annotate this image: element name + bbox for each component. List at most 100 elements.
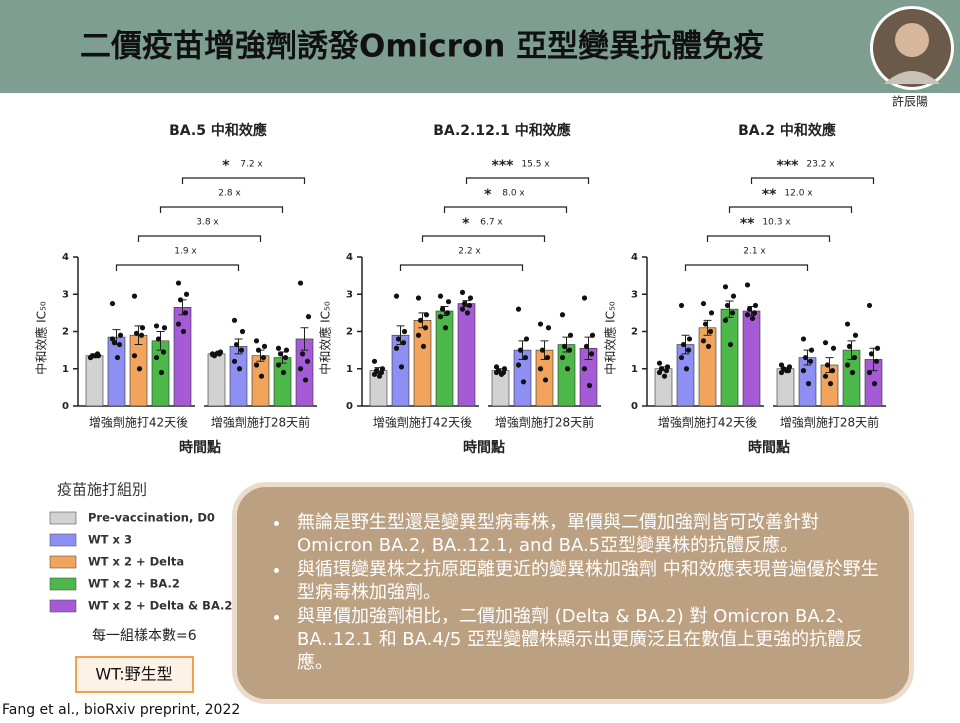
y-axis-label: 中和效應 IC₅₀: [318, 301, 333, 375]
data-point: [744, 282, 751, 288]
data-point: [275, 345, 282, 351]
y-tick-label: 0: [631, 401, 638, 412]
data-point: [542, 377, 549, 383]
data-point: [255, 347, 262, 353]
data-point: [871, 381, 878, 387]
data-point: [685, 347, 692, 353]
fold-change-label: 2.2 x: [458, 247, 481, 257]
data-point: [708, 310, 715, 316]
data-point: [444, 310, 451, 316]
chart-title: BA.5 中和效應: [169, 122, 267, 139]
data-point: [520, 379, 527, 385]
data-point: [138, 332, 145, 338]
fold-change-label: 3.8 x: [196, 218, 219, 228]
data-point: [537, 321, 544, 327]
data-point: [231, 358, 238, 364]
data-point: [844, 321, 851, 327]
data-point: [231, 317, 238, 323]
y-tick-label: 1: [631, 364, 638, 375]
data-point: [182, 310, 189, 316]
data-point: [700, 338, 707, 344]
data-point: [729, 310, 736, 316]
data-point: [846, 343, 853, 349]
data-point: [258, 373, 265, 379]
data-point: [183, 291, 190, 297]
significance-stars: **: [762, 187, 777, 203]
data-point: [420, 343, 427, 349]
error-bar: [725, 300, 734, 318]
significance-stars: *: [222, 158, 230, 174]
fold-change-label: 23.2 x: [806, 160, 835, 170]
x-axis-label: 時間點: [463, 439, 505, 456]
data-point: [415, 332, 422, 338]
speaker-face: [895, 23, 929, 57]
data-point: [442, 325, 449, 331]
y-tick-label: 3: [62, 289, 69, 300]
y-axis-label: 中和效應 IC₅₀: [603, 301, 618, 375]
legend-label: WT x 3: [88, 533, 132, 547]
data-point: [109, 336, 116, 342]
data-point: [544, 354, 551, 361]
x-axis-label: 時間點: [748, 439, 790, 456]
data-point: [498, 371, 505, 377]
data-point: [522, 354, 529, 361]
comparison-bracket: [421, 235, 546, 242]
data-point: [260, 354, 267, 361]
data-point: [238, 347, 245, 353]
data-point: [722, 317, 729, 323]
data-point: [844, 362, 851, 368]
fold-change-label: 10.3 x: [762, 218, 791, 228]
data-point: [464, 310, 471, 316]
data-point: [727, 341, 734, 348]
y-tick-label: 4: [631, 252, 638, 263]
data-point: [683, 366, 690, 372]
data-point: [466, 302, 473, 309]
data-point: [783, 368, 790, 374]
bar: [207, 353, 226, 407]
data-point: [749, 315, 756, 322]
y-tick-label: 3: [346, 289, 353, 300]
data-point: [280, 369, 287, 376]
data-point: [702, 321, 709, 327]
data-point: [724, 302, 731, 309]
legend-swatch: [49, 533, 77, 547]
slide-title: 二價疫苗增強劑誘發Omicron 亞型變異抗體免疫: [80, 29, 764, 65]
data-point: [824, 362, 831, 368]
comparison-bracket: [684, 264, 809, 271]
data-point: [873, 358, 880, 364]
data-point: [807, 358, 814, 364]
data-point: [680, 341, 687, 348]
comparison-bracket: [399, 264, 524, 271]
data-point: [160, 349, 167, 355]
data-point: [136, 366, 143, 372]
y-tick-label: 1: [62, 364, 69, 375]
note: 無論是野生型還是變異型病毒株，單價與二價加強劑皆可改善針對Omicron BA.…: [291, 511, 881, 557]
data-point: [730, 293, 737, 299]
y-tick-label: 3: [631, 289, 638, 300]
comparison-bracket: [728, 206, 853, 213]
data-point: [422, 325, 429, 331]
data-point: [661, 373, 668, 379]
significance-stars: **: [740, 216, 755, 232]
data-point: [153, 354, 160, 361]
legend-title: 疫苗施打組別: [57, 481, 147, 499]
data-point: [830, 345, 837, 351]
bar: [413, 320, 432, 407]
data-point: [866, 369, 873, 376]
data-point: [275, 362, 282, 368]
data-point: [131, 293, 138, 299]
data-point: [461, 300, 468, 307]
comparison-bracket: [465, 177, 590, 184]
data-point: [177, 297, 184, 303]
data-point: [827, 381, 834, 387]
comparison-bracket: [706, 235, 831, 242]
data-point: [155, 336, 162, 342]
bar: [107, 336, 126, 407]
bar: [776, 368, 795, 407]
data-point: [445, 299, 452, 305]
data-point: [746, 306, 753, 312]
data-point: [371, 371, 378, 377]
speaker-shirt: [884, 71, 940, 84]
data-point: [744, 312, 751, 318]
